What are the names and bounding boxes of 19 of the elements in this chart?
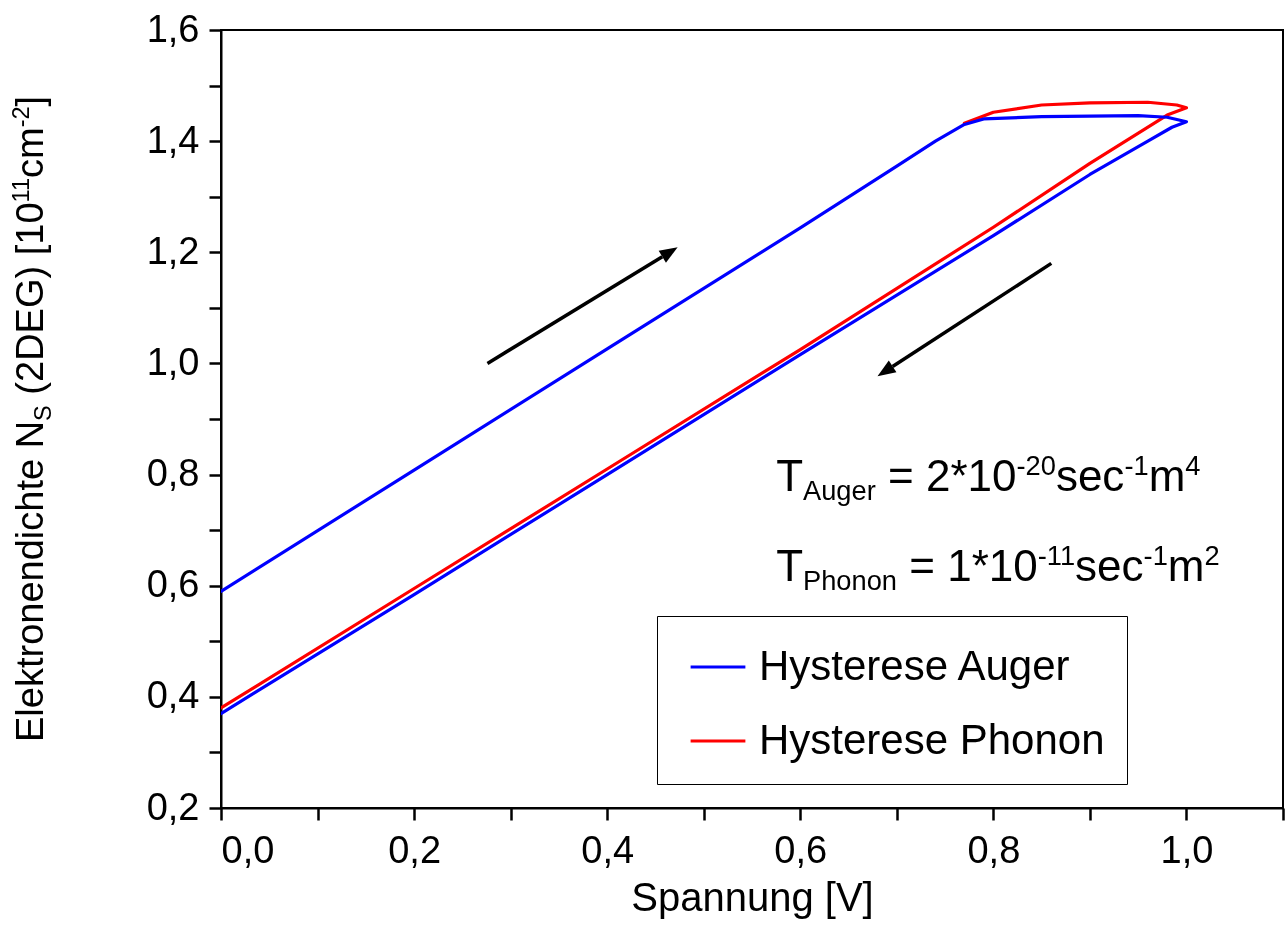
x-tick-label: 0,8 [967, 828, 1021, 871]
y-tick-label: 0,4 [146, 674, 200, 717]
y-tick-label: 0,8 [146, 452, 200, 495]
y-tick-label: 1,6 [146, 7, 200, 50]
y-tick-label: 1,0 [146, 340, 200, 383]
legend-label: Hysterese Phonon [759, 716, 1105, 763]
y-tick-label: 0,6 [146, 563, 200, 606]
x-tick-label: 0,0 [221, 828, 275, 871]
y-tick-label: 0,2 [146, 785, 200, 828]
y-tick-label: 1,2 [146, 229, 200, 272]
y-tick-label: 1,4 [146, 118, 200, 161]
legend-label: Hysterese Auger [759, 642, 1070, 689]
annotation: T$_{Auger}$ = 2*10$^{-20}$sec$^{-1}$m$^{4}$ [776, 449, 1201, 508]
x-tick-label: 1,0 [1160, 828, 1214, 871]
annotation: T$_{Phonon}$ = 1*10$^{-11}$sec$^{-1}$m$^{2}$ [776, 539, 1220, 598]
x-axis-title: Spannung [V] [631, 874, 874, 919]
x-tick-label: 0,4 [581, 828, 635, 871]
x-tick-label: 0,2 [388, 828, 441, 871]
x-tick-label: 0,6 [774, 828, 828, 871]
